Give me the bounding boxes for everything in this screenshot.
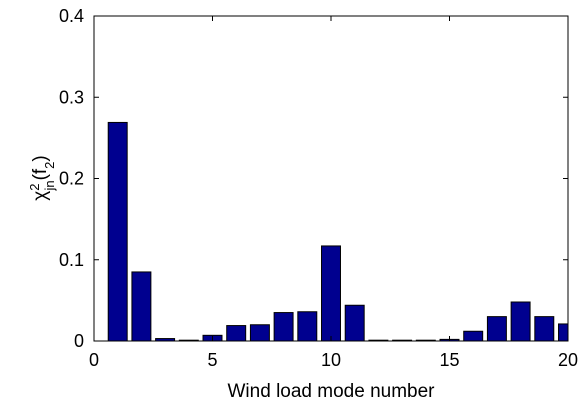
y-tick-label-0.1: 0.1 xyxy=(59,250,84,270)
x-axis-label: Wind load mode number xyxy=(228,381,436,402)
y-tick-label-0.4: 0.4 xyxy=(59,6,84,26)
bar-1 xyxy=(107,121,128,342)
bar-19 xyxy=(534,316,555,342)
bar-2 xyxy=(131,271,152,342)
bars-group xyxy=(107,121,569,342)
bar-7 xyxy=(249,324,270,342)
bar-10 xyxy=(321,245,341,342)
bar-20 xyxy=(558,323,569,342)
y-axis-label: χ2jn(f2) xyxy=(27,155,57,201)
bar-9 xyxy=(297,311,318,342)
bar-16 xyxy=(463,330,484,342)
bar-11 xyxy=(344,304,365,342)
x-tick-label-0: 0 xyxy=(89,350,99,370)
y-tick-label-0: 0 xyxy=(74,331,84,351)
x-tick-label-5: 5 xyxy=(207,350,217,370)
x-tick-label-10: 10 xyxy=(321,350,341,370)
y-tick-label-0.3: 0.3 xyxy=(59,87,84,107)
ticks-group: 0 5 10 15 20 0 0.1 0.2 0.3 0.4 xyxy=(59,6,578,370)
bar-18 xyxy=(510,301,531,342)
y-tick-label-0.2: 0.2 xyxy=(59,169,84,189)
bar-8 xyxy=(273,312,294,342)
x-tick-label-20: 20 xyxy=(558,350,578,370)
bar-17 xyxy=(486,316,507,342)
bar-6 xyxy=(226,325,247,342)
x-tick-label-15: 15 xyxy=(439,350,459,370)
